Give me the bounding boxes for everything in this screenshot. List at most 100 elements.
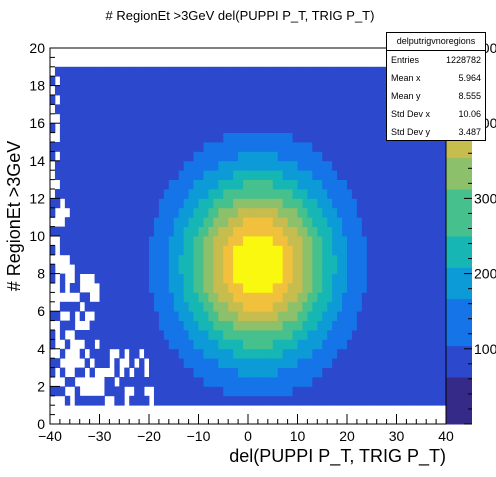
heatmap-cell <box>208 367 214 378</box>
heatmap-cell <box>238 123 244 133</box>
heatmap-cell <box>317 330 323 340</box>
heatmap-cell <box>416 217 422 227</box>
heatmap-cell <box>104 273 110 284</box>
heatmap-cell <box>396 330 402 340</box>
heatmap-cell <box>124 339 130 350</box>
heatmap-cell <box>153 151 160 162</box>
heatmap-cell <box>238 273 244 284</box>
heatmap-cell <box>168 292 175 303</box>
heatmap-cell <box>84 66 90 77</box>
heatmap-cell <box>178 386 185 397</box>
heatmap-cell <box>371 85 378 96</box>
heatmap-cell <box>144 207 150 218</box>
heatmap-cell <box>327 320 333 331</box>
heatmap-cell <box>198 226 204 237</box>
heatmap-cell <box>243 348 249 359</box>
heatmap-cell <box>297 236 303 246</box>
heatmap-cell <box>342 217 348 227</box>
heatmap-cell <box>158 151 165 162</box>
heatmap-cell <box>183 95 189 105</box>
heatmap-cell <box>119 254 125 265</box>
heatmap-cell <box>401 142 407 152</box>
heatmap-cell <box>381 179 387 190</box>
heatmap-cell <box>153 301 160 312</box>
heatmap-cell <box>441 226 447 237</box>
heatmap-cell <box>302 179 308 190</box>
heatmap-cell <box>158 113 165 124</box>
heatmap-cell <box>356 264 363 274</box>
heatmap-cell <box>391 386 397 397</box>
heatmap-cell <box>243 113 249 124</box>
heatmap-cell <box>193 273 199 284</box>
heatmap-cell <box>347 123 353 133</box>
heatmap-cell <box>233 179 239 190</box>
heatmap-cell <box>59 367 66 378</box>
heatmap-cell <box>406 189 412 199</box>
heatmap-cell <box>134 386 140 397</box>
heatmap-cell <box>144 283 150 293</box>
heatmap-cell <box>332 339 338 350</box>
heatmap-cell <box>178 283 185 293</box>
heatmap-cell <box>406 311 412 321</box>
heatmap-cell <box>114 170 120 180</box>
heatmap-cell <box>89 348 95 359</box>
heatmap-cell <box>347 189 353 199</box>
heatmap-cell <box>327 189 333 199</box>
heatmap-cell <box>59 66 66 77</box>
heatmap-cell <box>248 198 254 209</box>
stats-row-std-x: Std Dev x 10.06 <box>387 105 485 123</box>
heatmap-cell <box>124 160 130 171</box>
heatmap-cell <box>69 236 76 246</box>
heatmap-cell <box>158 386 165 397</box>
heatmap-cell <box>441 198 447 209</box>
heatmap-cell <box>342 245 348 256</box>
heatmap-cell <box>327 76 333 86</box>
heatmap-cell <box>401 207 407 218</box>
heatmap-cell <box>317 301 323 312</box>
heatmap-cell <box>406 386 412 397</box>
heatmap-cell <box>134 273 140 284</box>
heatmap-cell <box>351 358 358 368</box>
heatmap-cell <box>441 207 447 218</box>
heatmap-cell <box>158 123 165 133</box>
heatmap-cell <box>198 245 204 256</box>
heatmap-cell <box>178 160 185 171</box>
heatmap-cell <box>144 132 150 143</box>
heatmap-cell <box>198 358 204 368</box>
heatmap-cell <box>89 254 95 265</box>
heatmap-cell <box>193 217 199 227</box>
heatmap-cell <box>332 367 338 378</box>
heatmap-cell <box>50 386 56 397</box>
heatmap-cell <box>356 95 363 105</box>
heatmap-cell <box>149 189 155 199</box>
heatmap-cell <box>163 207 170 218</box>
heatmap-cell <box>223 348 229 359</box>
heatmap-cell <box>391 170 397 180</box>
heatmap-cell <box>431 226 437 237</box>
heatmap-cell <box>347 132 353 143</box>
color-scale-step <box>446 142 472 159</box>
heatmap-cell <box>386 151 392 162</box>
heatmap-cell <box>381 151 387 162</box>
heatmap-cell <box>297 95 303 105</box>
heatmap-cell <box>233 151 239 162</box>
heatmap-cell <box>193 311 199 321</box>
heatmap-cell <box>248 339 254 350</box>
heatmap-cell <box>248 254 254 265</box>
heatmap-cell <box>54 142 61 152</box>
heatmap-cell <box>238 311 244 321</box>
heatmap-cell <box>144 330 150 340</box>
heatmap-cell <box>163 189 170 199</box>
heatmap-cell <box>381 264 387 274</box>
heatmap-cell <box>223 339 229 350</box>
heatmap-cell <box>119 348 125 359</box>
heatmap-cell <box>243 292 249 303</box>
heatmap-cell <box>208 85 214 96</box>
heatmap-cell <box>262 198 269 209</box>
heatmap-cell <box>238 142 244 152</box>
heatmap-cell <box>376 245 383 256</box>
heatmap-cell <box>376 348 383 359</box>
heatmap-cell <box>228 151 234 162</box>
heatmap-cell <box>361 226 368 237</box>
heatmap-cell <box>317 123 323 133</box>
